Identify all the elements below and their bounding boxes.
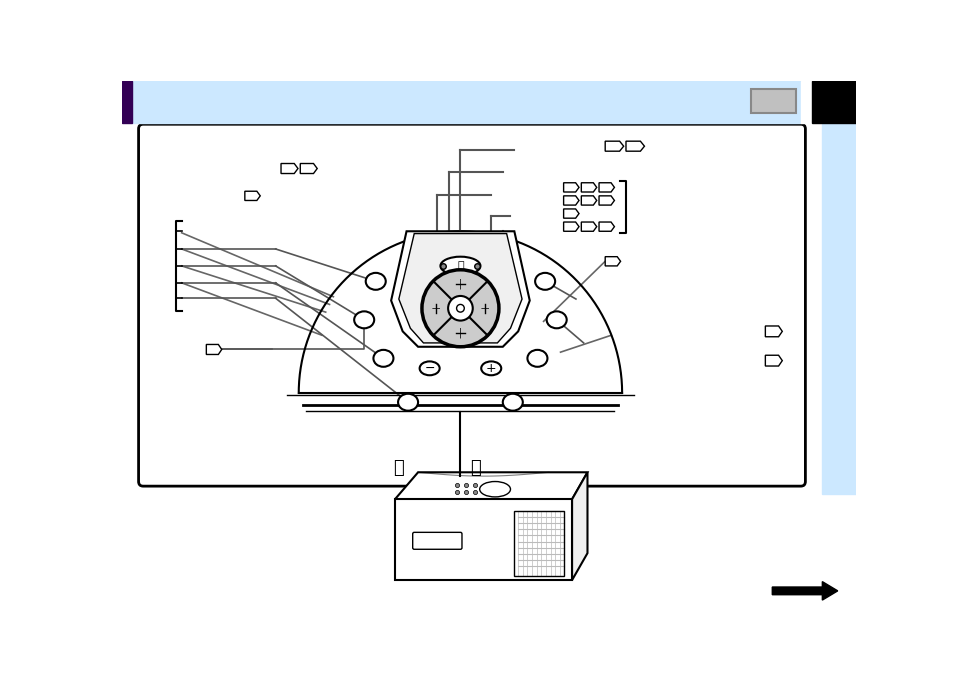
Polygon shape [625, 141, 644, 151]
Ellipse shape [373, 350, 393, 367]
Polygon shape [764, 356, 781, 366]
Text: +: + [485, 362, 496, 375]
Ellipse shape [546, 312, 566, 329]
Text: 】: 】 [470, 460, 480, 477]
Polygon shape [598, 222, 614, 231]
Ellipse shape [479, 481, 510, 497]
Polygon shape [281, 164, 297, 174]
Polygon shape [604, 141, 623, 151]
Polygon shape [395, 500, 572, 580]
Polygon shape [764, 326, 781, 337]
Ellipse shape [354, 312, 374, 329]
Text: −: − [424, 362, 435, 375]
Polygon shape [772, 581, 837, 600]
Polygon shape [563, 222, 578, 231]
Ellipse shape [480, 362, 500, 375]
Ellipse shape [419, 362, 439, 375]
Polygon shape [580, 183, 596, 192]
Polygon shape [598, 183, 614, 192]
Polygon shape [604, 257, 620, 266]
FancyBboxPatch shape [413, 532, 461, 550]
Bar [132, 81, 800, 124]
Text: ⏻: ⏻ [456, 261, 463, 271]
Polygon shape [391, 231, 529, 347]
Polygon shape [398, 234, 521, 343]
Ellipse shape [535, 273, 555, 290]
Ellipse shape [440, 257, 480, 275]
Ellipse shape [502, 393, 522, 411]
Polygon shape [580, 196, 596, 205]
Text: —: — [431, 304, 439, 313]
Polygon shape [245, 191, 260, 201]
FancyBboxPatch shape [138, 124, 804, 486]
Polygon shape [395, 473, 587, 500]
Polygon shape [563, 196, 578, 205]
Bar [821, 124, 856, 494]
Polygon shape [580, 222, 596, 231]
Polygon shape [563, 209, 578, 218]
Ellipse shape [365, 273, 385, 290]
Text: |: | [458, 328, 461, 338]
Bar [514, 511, 564, 576]
FancyBboxPatch shape [751, 89, 796, 114]
Text: —: — [480, 304, 489, 313]
Circle shape [421, 270, 498, 347]
Bar [121, 81, 132, 124]
Text: 【: 【 [393, 460, 404, 477]
Polygon shape [598, 196, 614, 205]
Ellipse shape [397, 393, 417, 411]
Circle shape [456, 304, 464, 312]
Bar [811, 81, 856, 124]
Polygon shape [300, 164, 317, 174]
Ellipse shape [527, 350, 547, 367]
Text: |: | [458, 279, 461, 289]
Circle shape [448, 296, 473, 320]
Polygon shape [572, 473, 587, 580]
Polygon shape [206, 345, 221, 354]
Bar [800, 81, 811, 124]
Polygon shape [563, 183, 578, 192]
